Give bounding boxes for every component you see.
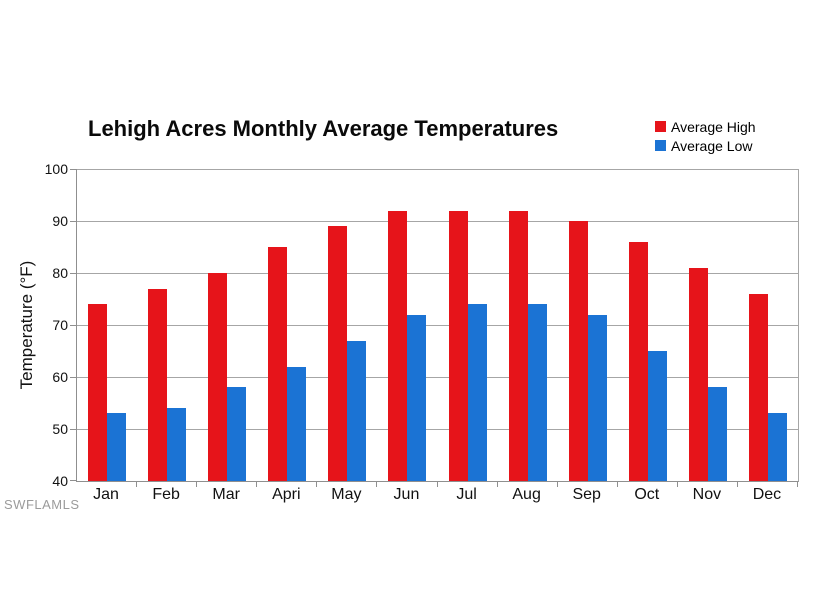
x-tick-3: [256, 482, 258, 487]
bar-average-high-aug: [508, 210, 528, 481]
bar-average-low-dec: [767, 413, 787, 481]
bar-average-high-mar: [208, 273, 228, 481]
x-label-sep: Sep: [572, 486, 601, 503]
chart-title: Lehigh Acres Monthly Average Temperature…: [88, 116, 559, 141]
y-tick-70: [70, 325, 76, 326]
x-tick-9: [616, 482, 618, 487]
bar-average-low-nov: [707, 387, 727, 481]
bar-average-high-may: [328, 226, 348, 481]
x-tick-11: [736, 482, 738, 487]
bar-average-low-sep: [587, 314, 607, 481]
gridline-50: [77, 429, 798, 430]
x-label-feb: Feb: [152, 486, 180, 503]
bar-average-low-oct: [647, 351, 667, 481]
legend: Average High Average Low: [655, 117, 756, 155]
gridline-60: [77, 377, 798, 378]
bar-average-low-feb: [167, 408, 187, 481]
y-tick-50: [70, 429, 76, 430]
legend-label-average-low: Average Low: [671, 137, 753, 154]
x-tick-4: [316, 482, 318, 487]
x-label-jun: Jun: [393, 486, 420, 503]
bar-average-high-jun: [388, 210, 408, 481]
x-label-oct: Oct: [634, 486, 660, 503]
legend-item-average-high: Average High: [655, 117, 756, 136]
x-tick-1: [136, 482, 138, 487]
y-axis-title: Temperature (°F): [17, 260, 36, 390]
x-label-mar: Mar: [212, 486, 240, 503]
bar-average-high-feb: [148, 288, 168, 481]
x-axis-labels: Jan Feb Mar Apri May Jun Jul Aug Sep Oct Nov Dec: [76, 486, 797, 506]
x-label-dec: Dec: [752, 486, 782, 503]
x-tick-5: [376, 482, 378, 487]
bar-average-high-sep: [568, 221, 588, 481]
gridline-70: [77, 325, 798, 326]
x-tick-8: [556, 482, 558, 487]
y-tick-90: [70, 221, 76, 222]
x-label-aug: Aug: [512, 486, 541, 503]
bar-average-low-jan: [107, 413, 127, 481]
bar-average-high-jan: [88, 304, 108, 481]
bar-average-low-jul: [467, 304, 487, 481]
x-tick-7: [496, 482, 498, 487]
y-tick-label-70: 70: [52, 317, 68, 333]
bar-average-high-apri: [268, 247, 288, 481]
x-label-jul: Jul: [456, 486, 477, 503]
x-tick-12: [797, 482, 798, 487]
bar-average-low-apri: [287, 366, 307, 481]
x-label-apri: Apri: [272, 486, 301, 503]
x-tick-2: [196, 482, 198, 487]
bar-average-high-jul: [448, 210, 468, 481]
bar-average-high-dec: [748, 293, 768, 481]
plot-area: [70, 169, 799, 487]
y-tick-label-40: 40: [52, 473, 68, 489]
x-tick-10: [676, 482, 678, 487]
gridline-90: [77, 221, 798, 222]
bar-average-high-nov: [688, 267, 708, 481]
gridline-80: [77, 273, 798, 274]
x-label-may: May: [331, 486, 362, 503]
x-label-jan: Jan: [93, 486, 119, 503]
bar-average-low-jun: [407, 314, 427, 481]
y-tick-label-50: 50: [52, 421, 68, 437]
y-tick-label-60: 60: [52, 369, 68, 385]
y-tick-60: [70, 377, 76, 378]
legend-label-average-high: Average High: [671, 118, 756, 135]
watermark: SWFLAMLS: [4, 497, 80, 512]
y-tick-label-90: 90: [52, 213, 68, 229]
bar-average-low-aug: [527, 304, 547, 481]
legend-swatch-average-high: [655, 121, 666, 132]
x-label-nov: Nov: [692, 486, 722, 503]
bar-average-low-mar: [227, 387, 247, 481]
y-tick-label-100: 100: [44, 161, 68, 177]
gridline-100: [77, 169, 798, 170]
legend-swatch-average-low: [655, 140, 666, 151]
y-tick-40: [70, 480, 76, 481]
bar-average-high-oct: [628, 241, 648, 481]
bar-average-low-may: [347, 340, 367, 481]
x-tick-6: [436, 482, 438, 487]
y-tick-80: [70, 273, 76, 274]
y-tick-100: [70, 169, 76, 170]
legend-item-average-low: Average Low: [655, 136, 756, 155]
y-tick-label-80: 80: [52, 265, 68, 281]
